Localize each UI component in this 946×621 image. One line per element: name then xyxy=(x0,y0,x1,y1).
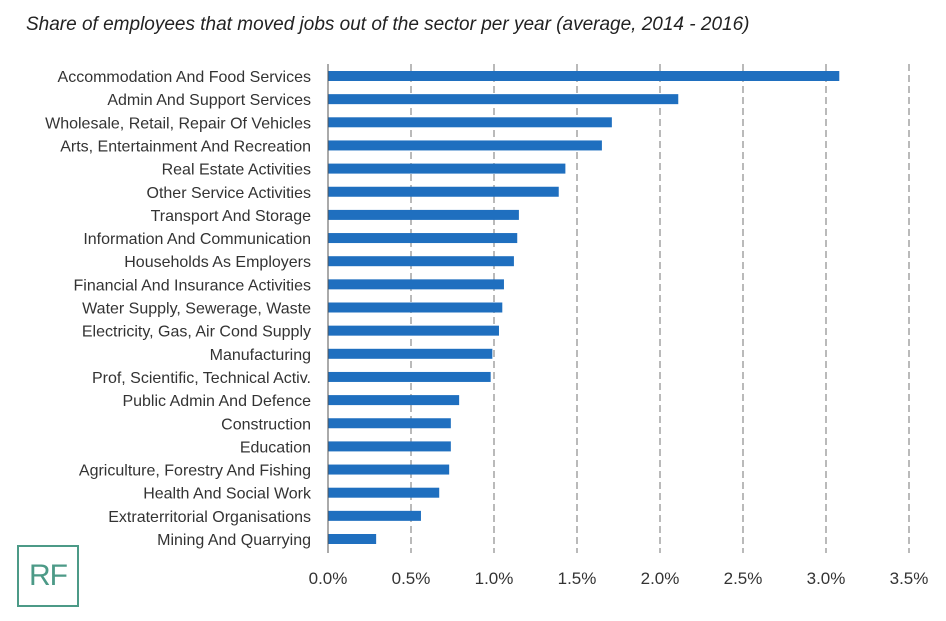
bar xyxy=(328,94,679,105)
bar xyxy=(328,487,440,498)
category-label: Arts, Entertainment And Recreation xyxy=(60,138,311,155)
x-tick-label: 0.0% xyxy=(309,569,348,588)
bar xyxy=(328,534,377,544)
rf-logo: RF xyxy=(17,545,79,607)
category-label: Manufacturing xyxy=(210,347,311,364)
category-label: Public Admin And Defence xyxy=(122,393,311,410)
logo-text: RF xyxy=(29,559,68,592)
bar xyxy=(328,348,493,359)
category-label: Accommodation And Food Services xyxy=(58,69,311,86)
bar xyxy=(328,441,451,452)
category-label: Mining And Quarrying xyxy=(157,532,311,549)
x-tick-label: 2.0% xyxy=(641,569,680,588)
bar xyxy=(328,510,421,521)
category-label: Agriculture, Forestry And Fishing xyxy=(79,463,311,480)
bar xyxy=(328,186,559,197)
x-tick-label: 2.5% xyxy=(724,569,763,588)
bar xyxy=(328,302,503,313)
category-label: Households As Employers xyxy=(124,254,311,271)
category-label: Extraterritorial Organisations xyxy=(108,509,311,526)
category-label: Wholesale, Retail, Repair Of Vehicles xyxy=(45,115,311,132)
x-tick-label: 3.5% xyxy=(890,569,929,588)
bar xyxy=(328,395,460,406)
bar xyxy=(328,209,519,220)
x-tick-label: 3.0% xyxy=(807,569,846,588)
bar xyxy=(328,256,514,267)
bar xyxy=(328,279,504,290)
category-label: Information And Communication xyxy=(83,231,311,248)
category-label: Financial And Insurance Activities xyxy=(74,277,311,294)
bar xyxy=(328,418,451,429)
bar xyxy=(328,117,612,128)
bar xyxy=(328,71,840,81)
bar xyxy=(328,233,518,244)
bar xyxy=(328,163,566,174)
chart-title: Share of employees that moved jobs out o… xyxy=(26,14,750,35)
x-tick-label: 1.5% xyxy=(558,569,597,588)
bar xyxy=(328,325,499,336)
category-label: Transport And Storage xyxy=(151,208,311,225)
category-label: Education xyxy=(240,439,311,456)
bar xyxy=(328,140,602,151)
bar xyxy=(328,464,450,475)
x-tick-label: 1.0% xyxy=(475,569,514,588)
x-tick-label: 0.5% xyxy=(392,569,431,588)
category-label: Construction xyxy=(221,416,311,433)
category-label: Other Service Activities xyxy=(147,185,312,202)
category-label: Admin And Support Services xyxy=(107,92,311,109)
category-label: Electricity, Gas, Air Cond Supply xyxy=(82,324,311,341)
category-label: Prof, Scientific, Technical Activ. xyxy=(92,370,311,387)
category-label: Real Estate Activities xyxy=(162,162,311,179)
category-label: Water Supply, Sewerage, Waste xyxy=(82,301,311,318)
category-label: Health And Social Work xyxy=(143,486,312,503)
bar xyxy=(328,371,491,382)
